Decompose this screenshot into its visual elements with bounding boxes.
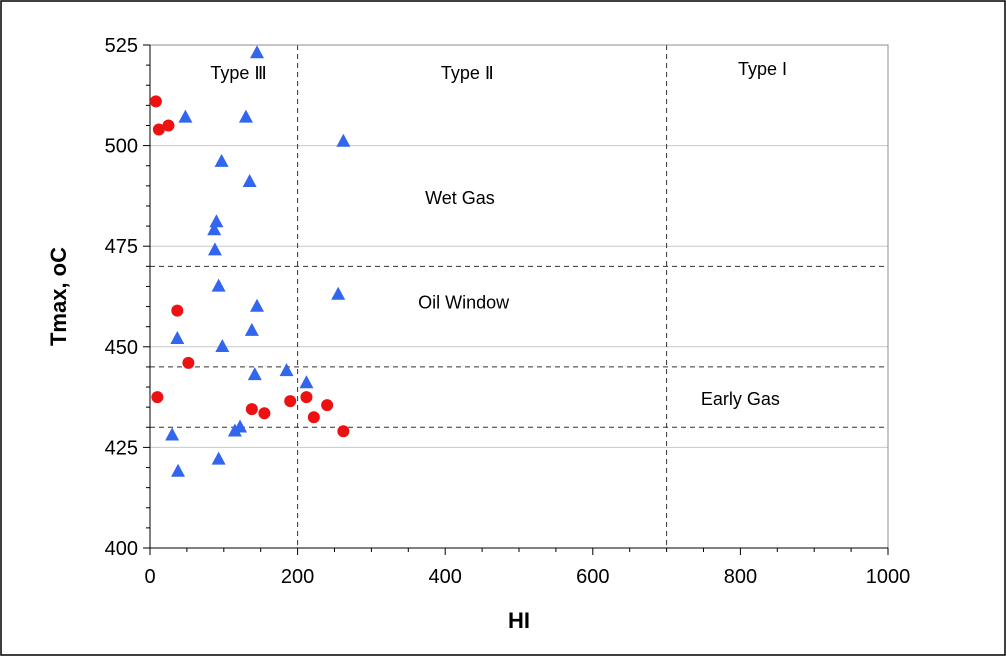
x-axis-title: HI [508, 608, 530, 633]
data-point-triangle [207, 222, 222, 236]
data-point-circle [162, 119, 175, 132]
data-point-triangle [336, 133, 351, 147]
y-axis-title: Tmax, oC [46, 247, 71, 346]
annotations: Type Ⅲ Type Ⅱ Type I Wet Gas Oil Window Early… [210, 59, 787, 409]
data-point-circle [182, 356, 195, 369]
y-tick-label: 475 [105, 236, 138, 258]
annotation-label: Early Gas [701, 389, 780, 409]
data-points [149, 45, 351, 477]
reference-lines [150, 45, 888, 548]
annotation-label: Type I [738, 59, 787, 79]
annotation-label: Wet Gas [425, 188, 495, 208]
data-point-circle [258, 407, 271, 420]
data-point-triangle [250, 45, 265, 59]
data-point-triangle [250, 298, 265, 312]
data-point-circle [151, 391, 164, 404]
data-point-circle [300, 391, 313, 404]
x-tick-label: 600 [576, 566, 609, 588]
data-point-triangle [170, 330, 185, 344]
annotation-label: Type Ⅱ [441, 63, 494, 83]
data-point-circle [149, 95, 162, 108]
data-point-triangle [207, 242, 222, 256]
data-point-triangle [242, 174, 257, 188]
data-point-triangle [214, 153, 229, 167]
data-point-circle [171, 304, 184, 317]
data-point-triangle [233, 419, 248, 433]
y-tick-label: 525 [105, 35, 138, 57]
annotation-label: Type Ⅲ [210, 63, 266, 83]
data-point-circle [152, 123, 165, 136]
x-tick-label: 800 [724, 566, 757, 588]
x-tick-label: 400 [429, 566, 462, 588]
data-point-triangle [247, 367, 262, 381]
x-tick-label: 200 [281, 566, 314, 588]
data-point-circle [245, 403, 258, 416]
data-point-triangle [171, 463, 186, 477]
data-point-circle [284, 395, 297, 408]
y-tick-label: 425 [105, 437, 138, 459]
data-point-circle [307, 411, 320, 424]
data-point-circle [337, 425, 350, 438]
axes [143, 44, 889, 555]
data-point-triangle [244, 322, 259, 336]
x-tick-label: 0 [144, 566, 155, 588]
data-point-triangle [178, 109, 193, 123]
data-point-circle [321, 399, 334, 412]
data-point-triangle [209, 214, 224, 228]
data-point-triangle [238, 109, 253, 123]
y-tick-label: 500 [105, 136, 138, 158]
data-point-triangle [165, 427, 180, 441]
data-point-triangle [331, 286, 346, 300]
data-point-triangle [299, 375, 314, 389]
tick-labels: 400 425 450 475 500 525 0 200 400 600 800 1000 [105, 35, 911, 588]
annotation-label: Oil Window [418, 293, 510, 313]
x-tick-label: 1000 [866, 566, 911, 588]
y-tick-label: 450 [105, 337, 138, 359]
y-tick-label: 400 [105, 538, 138, 560]
data-point-triangle [215, 339, 230, 352]
data-point-triangle [211, 451, 226, 465]
data-point-triangle [211, 278, 226, 292]
data-point-triangle [279, 363, 294, 377]
